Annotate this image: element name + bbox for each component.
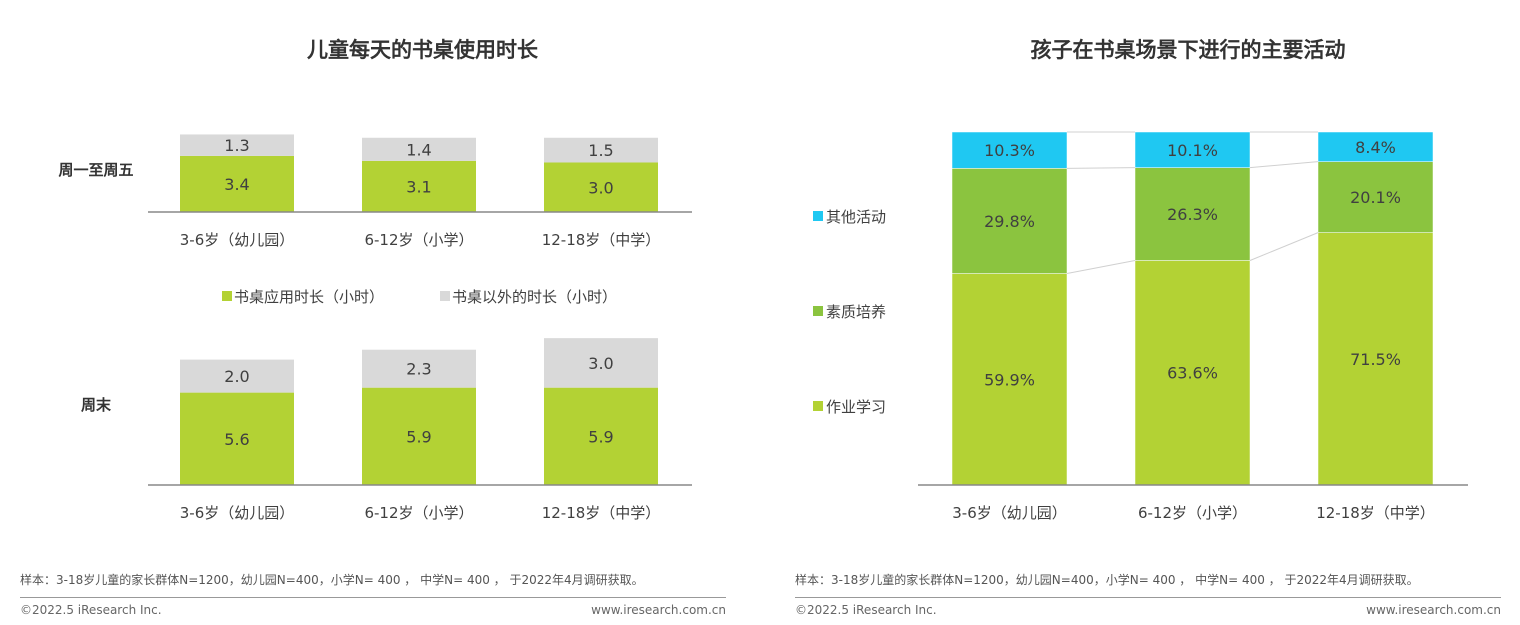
website-right: www.iresearch.com.cn: [1366, 603, 1501, 617]
legend-label: 素质培养: [826, 303, 886, 321]
category-label: 12-18岁（中学）: [542, 231, 661, 249]
bar-segment: [362, 137, 476, 161]
data-label: 1.3: [224, 136, 249, 155]
bar-segment: [1134, 167, 1251, 261]
bar-segment: [180, 392, 294, 485]
copyright-left: ©2022.5 iResearch Inc.: [20, 603, 162, 617]
bar-segment: [1317, 232, 1434, 486]
data-label: 59.9%: [984, 370, 1035, 389]
bar-segment: [951, 168, 1068, 274]
bar-segment: [544, 137, 658, 163]
footer-divider-left: [20, 597, 726, 598]
series-connector-line: [1249, 161, 1319, 169]
data-label: 29.8%: [984, 212, 1035, 231]
website-left: www.iresearch.com.cn: [591, 603, 726, 617]
copyright-right: ©2022.5 iResearch Inc.: [795, 603, 937, 617]
legend-swatch: [813, 401, 823, 411]
left-chart-title: 儿童每天的书桌使用时长: [307, 38, 538, 62]
legend-label: 书桌应用时长（小时）: [234, 288, 384, 306]
bar-segment: [544, 387, 658, 485]
legend-swatch: [813, 306, 823, 316]
bar-segment: [362, 160, 476, 212]
data-label: 5.9: [406, 427, 431, 446]
data-label: 5.6: [224, 430, 249, 449]
data-label: 3.0: [588, 354, 613, 373]
bar-segment: [180, 134, 294, 156]
sample-note-left: 样本：3-18岁儿童的家长群体N=1200，幼儿园N=400，小学N= 400 …: [20, 573, 644, 587]
data-label: 3.0: [588, 178, 613, 197]
legend-swatch: [440, 291, 450, 301]
bar-segment: [1317, 131, 1434, 162]
data-label: 3.1: [406, 177, 431, 196]
data-label: 2.0: [224, 367, 249, 386]
bar-segment: [544, 162, 658, 212]
category-label: 12-18岁（中学）: [542, 504, 661, 522]
bar-segment: [1317, 161, 1434, 233]
bar-segment: [362, 349, 476, 388]
category-label: 3-6岁（幼儿园）: [180, 231, 295, 249]
legend-swatch: [813, 211, 823, 221]
legend-label: 书桌以外的时长（小时）: [452, 288, 617, 306]
data-label: 1.4: [406, 140, 431, 159]
bar-segment: [1134, 260, 1251, 486]
category-label: 3-6岁（幼儿园）: [952, 504, 1067, 522]
right-chart-title: 孩子在书桌场景下进行的主要活动: [1030, 38, 1346, 62]
data-label: 1.5: [588, 141, 613, 160]
legend-label: 其他活动: [826, 208, 886, 226]
data-label: 3.4: [224, 175, 249, 194]
category-label: 6-12岁（小学）: [364, 231, 473, 249]
data-label: 10.3%: [984, 141, 1035, 160]
bar-segment: [362, 387, 476, 485]
panel-label: 周一至周五: [58, 161, 133, 179]
bar-segment: [951, 273, 1068, 486]
data-label: 10.1%: [1167, 141, 1218, 160]
bar-segment: [180, 359, 294, 393]
series-connector-line: [1249, 232, 1319, 261]
sample-note-right: 样本：3-18岁儿童的家长群体N=1200，幼儿园N=400，小学N= 400 …: [795, 573, 1419, 587]
bar-segment: [1134, 131, 1251, 168]
category-label: 3-6岁（幼儿园）: [180, 504, 295, 522]
data-label: 20.1%: [1350, 188, 1401, 207]
data-label: 26.3%: [1167, 205, 1218, 224]
category-label: 6-12岁（小学）: [364, 504, 473, 522]
panel-label: 周末: [81, 396, 112, 414]
data-label: 5.9: [588, 427, 613, 446]
footer-divider-right: [795, 597, 1501, 598]
legend-swatch: [222, 291, 232, 301]
data-label: 2.3: [406, 360, 431, 379]
series-connector-line: [1066, 167, 1136, 169]
category-label: 6-12岁（小学）: [1138, 504, 1247, 522]
category-label: 12-18岁（中学）: [1316, 504, 1435, 522]
data-label: 71.5%: [1350, 350, 1401, 369]
bar-segment: [544, 338, 658, 388]
legend-label: 作业学习: [826, 398, 886, 416]
bar-segment: [951, 131, 1068, 169]
data-label: 8.4%: [1355, 138, 1396, 157]
series-connector-line: [1066, 260, 1136, 275]
bar-segment: [180, 155, 294, 212]
data-label: 63.6%: [1167, 364, 1218, 383]
